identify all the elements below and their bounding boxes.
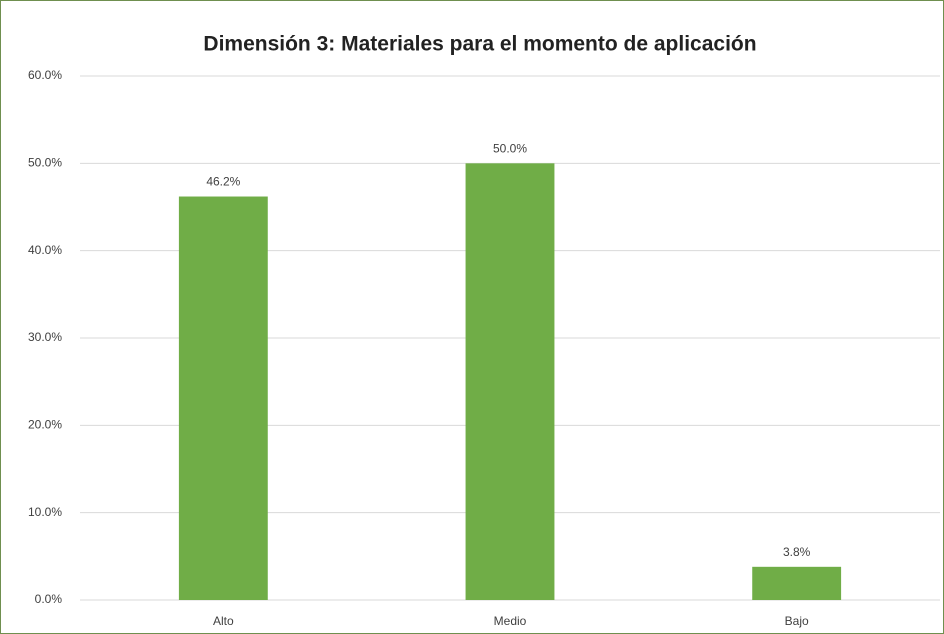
y-tick-label: 60.0%: [28, 68, 62, 82]
bar: [752, 566, 842, 600]
y-tick-label: 50.0%: [28, 156, 62, 170]
chart-title: Dimensión 3: Materiales para el momento …: [203, 33, 756, 56]
bar: [465, 163, 555, 601]
y-tick-label: 30.0%: [28, 330, 62, 344]
bar: [178, 196, 268, 600]
y-tick-label: 0.0%: [35, 592, 63, 606]
data-label: 3.8%: [783, 545, 811, 559]
y-tick-label: 20.0%: [28, 418, 62, 432]
x-tick-label: Bajo: [785, 614, 809, 628]
y-tick-label: 10.0%: [28, 505, 62, 519]
x-tick-label: Medio: [494, 614, 527, 628]
data-label: 50.0%: [493, 142, 527, 156]
x-tick-label: Alto: [213, 614, 234, 628]
data-label: 46.2%: [206, 175, 240, 189]
y-tick-label: 40.0%: [28, 243, 62, 257]
